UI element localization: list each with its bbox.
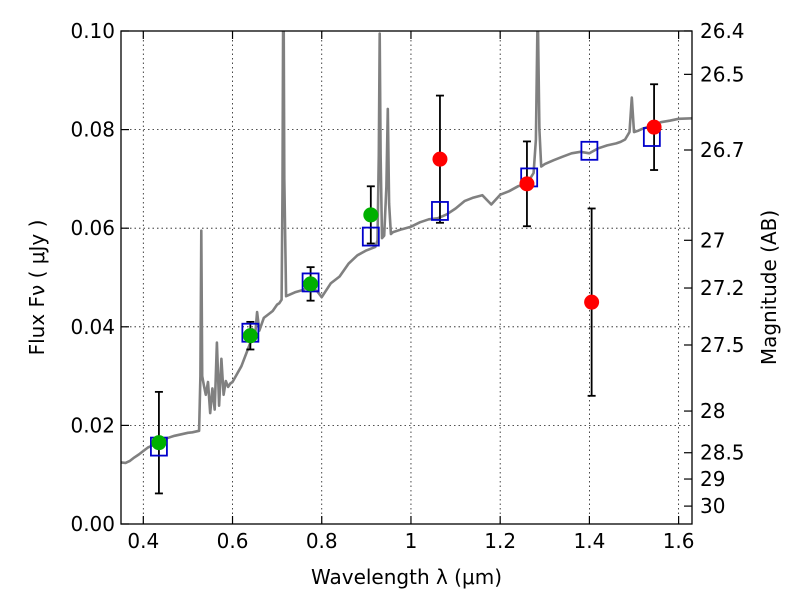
model-points-layer <box>150 127 661 457</box>
observed-point-green <box>151 435 167 451</box>
grid <box>121 31 692 524</box>
x-tick-label: 0.6 <box>217 529 249 553</box>
y-tick-label: 0.10 <box>70 19 115 43</box>
observed-point-red <box>432 151 448 167</box>
observed-point-green <box>363 207 379 223</box>
y2-tick-label: 26.5 <box>700 62 745 86</box>
y2-tick-label: 26.4 <box>700 19 745 43</box>
y2-tick-label: 27.2 <box>700 276 745 300</box>
model-point <box>361 226 380 247</box>
y-tick-label: 0.06 <box>70 216 115 240</box>
y-tick-label: 0.04 <box>70 315 115 339</box>
y2-tick-label: 30 <box>700 494 725 518</box>
model-point <box>580 140 599 161</box>
observed-point-red <box>584 294 600 310</box>
y2-tick-label: 28.5 <box>700 441 745 465</box>
y-tick-label: 0.00 <box>70 512 115 536</box>
x-tick-label: 0.4 <box>127 529 159 553</box>
ticks: 0.4 0.6 0.8 1 1.2 1.4 1.6 0.00 0.02 0.04 0.06 0.08 0… <box>70 19 744 553</box>
y-axis-label: Flux Fν ( μJy ) <box>25 220 49 356</box>
x-tick-label: 1.6 <box>663 529 695 553</box>
y2-tick-label: 26.7 <box>700 138 745 162</box>
y2-tick-label: 27 <box>700 228 725 252</box>
x-tick-label: 0.8 <box>306 529 338 553</box>
x-tick-label: 1.2 <box>484 529 516 553</box>
observed-point-green <box>303 276 319 292</box>
plot-frame <box>120 30 693 525</box>
spectrum-layer <box>121 31 692 465</box>
observed-point-red <box>646 119 662 135</box>
y2-tick-label: 27.5 <box>700 333 745 357</box>
y2-axis-label: Magnitude (AB) <box>757 210 781 365</box>
y2-tick-label: 29 <box>700 467 725 491</box>
model-point <box>431 201 449 221</box>
y-tick-label: 0.02 <box>70 413 115 437</box>
observed-point-red <box>519 176 535 192</box>
observed-point-green <box>242 328 258 344</box>
y2-tick-label: 28 <box>700 399 725 423</box>
errorbar-layer <box>154 83 659 495</box>
x-axis-label: Wavelength λ (μm) <box>311 565 502 589</box>
spectrum-line <box>121 31 692 465</box>
x-tick-label: 1 <box>405 529 418 553</box>
model-point <box>301 272 320 293</box>
x-tick-label: 1.4 <box>573 529 605 553</box>
observed-points-layer <box>151 119 662 451</box>
y-tick-label: 0.08 <box>70 118 115 142</box>
